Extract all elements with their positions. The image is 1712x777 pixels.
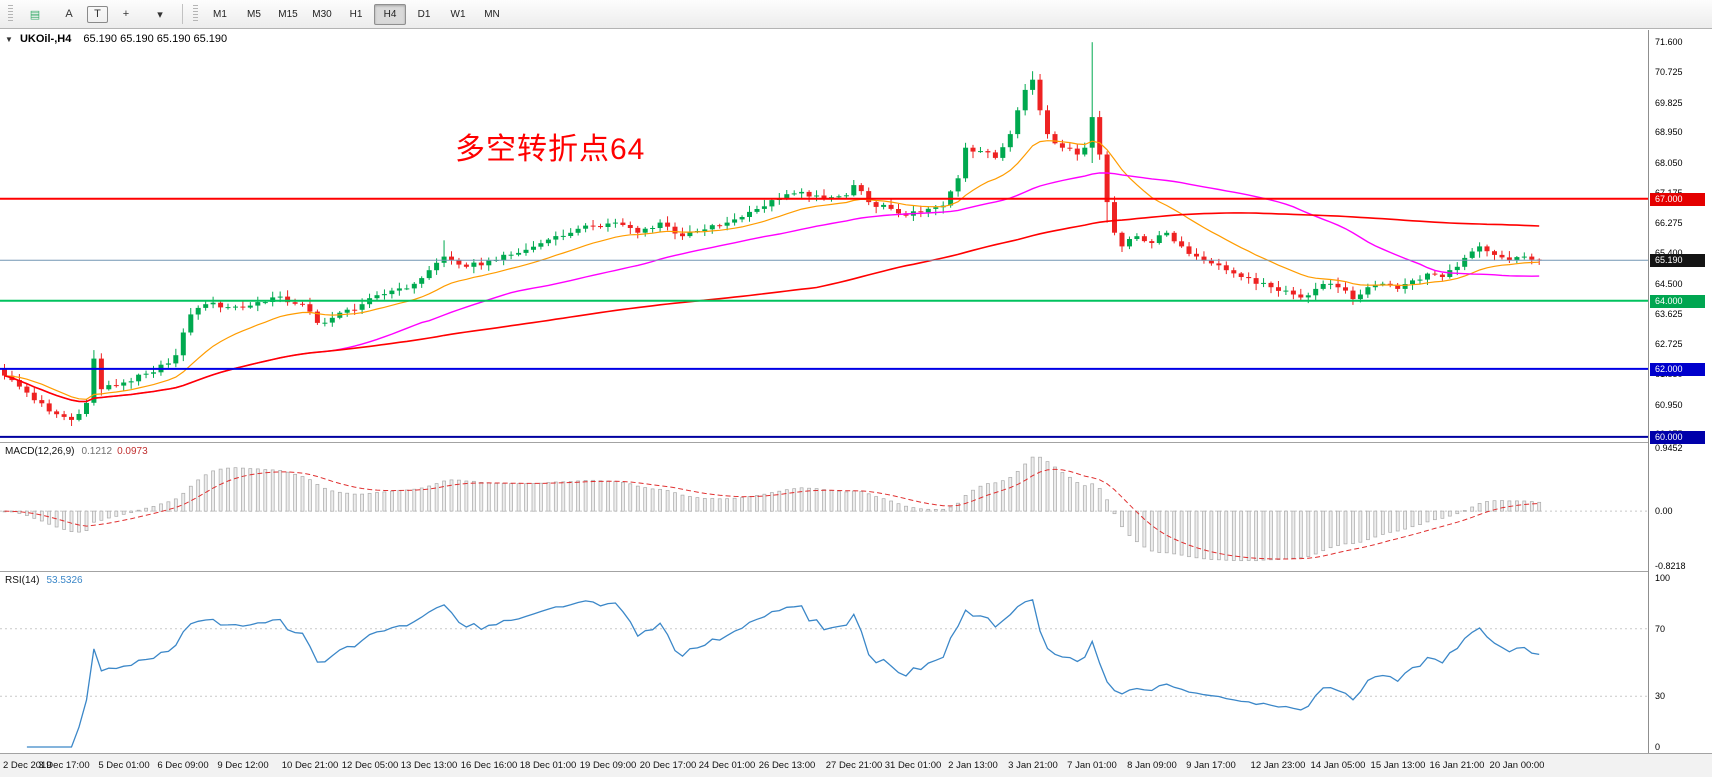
macd-indicator-name: MACD(12,26,9)	[5, 446, 75, 457]
ma-slow-line	[4, 212, 1540, 403]
time-axis[interactable]: 2 Dec 2019 3 Dec 17:00 5 Dec 01:00 6 Dec 09…	[0, 754, 1712, 777]
timeframe-button-m15[interactable]: M15	[278, 8, 298, 20]
time-axis-label: 19 Dec 09:00	[579, 760, 637, 771]
time-axis-label: 14 Jan 05:00	[1310, 760, 1366, 771]
price-badge: 65.190	[1650, 254, 1705, 267]
drawing-tools-group: ▤ A T + ▾	[18, 4, 177, 25]
rsi-label: RSI(14) 53.5326	[5, 575, 83, 586]
timeframe-button-m30[interactable]: M30	[312, 8, 332, 20]
time-axis-label: 9 Dec 12:00	[217, 760, 269, 771]
time-axis-label: 31 Dec 01:00	[884, 760, 942, 771]
panel-divider[interactable]	[0, 571, 1712, 572]
timeframes-group: M1 M5 M15 M30 H1 H4 D1 W1 MN	[203, 3, 509, 25]
timeframe-button-mn[interactable]: MN	[484, 8, 500, 20]
macd-panel[interactable]: MACD(12,26,9) 0.1212 0.0973	[0, 443, 1648, 571]
time-axis-label: 24 Dec 01:00	[698, 760, 756, 771]
time-axis-label: 13 Dec 13:00	[400, 760, 458, 771]
price-axis[interactable]: 71.60070.72569.82568.95068.05067.17566.2…	[1648, 30, 1712, 753]
time-axis-label: 12 Dec 05:00	[341, 760, 399, 771]
text-label-icon[interactable]: A	[65, 8, 73, 20]
time-axis-label: 3 Jan 21:00	[1008, 760, 1058, 771]
macd-signal-line	[4, 468, 1540, 560]
macd-value-main: 0.1212	[81, 446, 113, 457]
rsi-panel[interactable]: RSI(14) 53.5326	[0, 572, 1648, 753]
rsi-tick-label: 70	[1655, 624, 1666, 634]
time-axis-label: 18 Dec 01:00	[519, 760, 577, 771]
price-tick-label: 63.625	[1655, 309, 1683, 319]
macd-histogram	[2, 456, 1542, 562]
chart-type-icon[interactable]: ▤	[29, 8, 41, 21]
panel-divider[interactable]	[0, 753, 1712, 754]
price-badge: 60.000	[1650, 431, 1705, 444]
toolbar-drag-handle[interactable]	[8, 5, 13, 23]
price-tick-label: 69.825	[1655, 98, 1683, 108]
macd-canvas	[0, 456, 1648, 562]
macd-tick-label: 0.9452	[1655, 443, 1683, 453]
timeframe-button-m1[interactable]: M1	[213, 8, 227, 20]
macd-tick-label: 0.00	[1655, 506, 1673, 516]
timeframe-button-h1[interactable]: H1	[349, 8, 363, 20]
price-tick-label: 68.950	[1655, 127, 1683, 137]
price-tick-label: 70.725	[1655, 67, 1683, 77]
collapse-caret-icon[interactable]: ▼	[5, 35, 13, 44]
time-axis-label: 20 Jan 00:00	[1489, 760, 1545, 771]
price-tick-label: 68.050	[1655, 158, 1683, 168]
time-axis-label: 16 Jan 21:00	[1429, 760, 1485, 771]
time-axis-label: 27 Dec 21:00	[825, 760, 883, 771]
toolbar-separator	[182, 4, 183, 24]
timeframe-button-d1[interactable]: D1	[417, 8, 431, 20]
panel-divider[interactable]	[0, 442, 1712, 443]
ma-fast-line	[4, 140, 1540, 400]
price-badge: 67.000	[1650, 193, 1705, 206]
time-axis-label: 16 Dec 16:00	[460, 760, 518, 771]
rsi-value: 53.5326	[46, 575, 83, 586]
time-axis-label: 6 Dec 09:00	[157, 760, 209, 771]
price-chart-canvas	[0, 42, 1648, 438]
rsi-line	[26, 598, 1540, 748]
time-axis-label: 20 Dec 17:00	[639, 760, 697, 771]
text-box-icon[interactable]: T	[87, 5, 108, 23]
macd-label: MACD(12,26,9) 0.1212 0.0973	[5, 446, 148, 457]
price-tick-label: 64.500	[1655, 279, 1683, 289]
rsi-canvas	[0, 598, 1648, 748]
time-axis-label: 26 Dec 13:00	[758, 760, 816, 771]
chart-ohlc-values: 65.190 65.190 65.190 65.190	[83, 33, 228, 45]
time-axis-label: 8 Jan 09:00	[1127, 760, 1177, 771]
time-axis-label: 15 Jan 13:00	[1370, 760, 1426, 771]
macd-tick-label: -0.8218	[1655, 561, 1686, 571]
chart-symbol-timeframe: UKOil-,H4	[19, 33, 72, 45]
price-tick-label: 71.600	[1655, 37, 1683, 47]
timeframe-button-m5[interactable]: M5	[247, 8, 261, 20]
price-tick-label: 66.275	[1655, 218, 1683, 228]
chart-title: ▼ UKOil-,H4 65.190 65.190 65.190 65.190	[5, 33, 227, 45]
chart-annotation-text[interactable]: 多空转折点64	[455, 133, 646, 166]
price-badge: 64.000	[1650, 295, 1705, 308]
rsi-tick-label: 30	[1655, 691, 1666, 701]
rsi-tick-label: 0	[1655, 742, 1661, 752]
toolbar: ▤ A T + ▾ M1 M5 M15 M30 H1 H4 D1 W1 MN	[0, 0, 1712, 29]
price-chart-panel[interactable]: ▼ UKOil-,H4 65.190 65.190 65.190 65.190 …	[0, 30, 1648, 442]
time-axis-label: 5 Dec 01:00	[98, 760, 150, 771]
price-tick-label: 62.725	[1655, 339, 1683, 349]
crosshair-icon[interactable]: +	[122, 8, 130, 20]
price-tick-label: 65.400	[1655, 248, 1683, 258]
time-axis-label: 10 Dec 21:00	[281, 760, 339, 771]
price-badge: 62.000	[1650, 363, 1705, 376]
time-axis-label: 2 Jan 13:00	[948, 760, 998, 771]
timeframe-button-w1[interactable]: W1	[450, 8, 466, 20]
candlesticks	[2, 42, 1542, 426]
toolbar-drag-handle[interactable]	[193, 5, 198, 23]
time-axis-label: 7 Jan 01:00	[1067, 760, 1117, 771]
rsi-tick-label: 100	[1655, 573, 1671, 583]
timeframe-button-h4[interactable]: H4	[374, 3, 406, 25]
time-axis-label: 12 Jan 23:00	[1250, 760, 1306, 771]
dropdown-caret-icon[interactable]: ▾	[157, 8, 163, 21]
time-axis-label: 2 Dec 2019	[3, 760, 52, 771]
price-tick-label: 60.950	[1655, 400, 1683, 410]
macd-value-signal: 0.0973	[117, 446, 148, 457]
rsi-indicator-name: RSI(14)	[5, 575, 40, 586]
time-axis-label: 9 Jan 17:00	[1186, 760, 1236, 771]
time-axis-label: 3 Dec 17:00	[38, 760, 90, 771]
